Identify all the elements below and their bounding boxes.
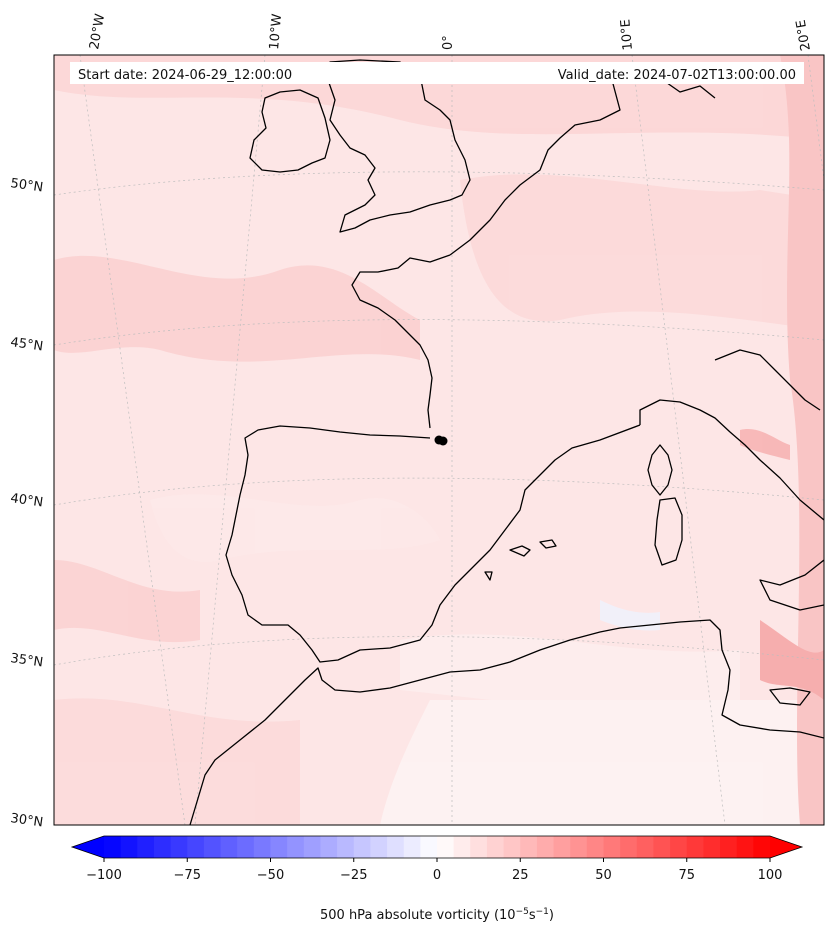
colorbar-segment xyxy=(720,836,738,858)
lon-label-0: 0° xyxy=(441,35,456,50)
colorbar-segment xyxy=(353,836,371,858)
colorbar-extend-high xyxy=(770,836,802,858)
lat-label-30n: 30°N xyxy=(9,811,44,830)
longitude-labels: 20°W 10°W 0° 10°E 20°E xyxy=(87,13,814,52)
colorbar-segment xyxy=(570,836,588,858)
lon-label-10w: 10°W xyxy=(267,13,285,50)
colorbar-tick-label: 100 xyxy=(758,868,783,883)
coastline-adriatic xyxy=(714,349,821,411)
lat-label-45n: 45°N xyxy=(9,335,44,354)
lat-label-50n: 50°N xyxy=(9,176,44,195)
colorbar-tick-label: −50 xyxy=(257,868,284,883)
colorbar-segment xyxy=(620,836,638,858)
coastline-iberia xyxy=(225,424,641,663)
location-marker xyxy=(434,435,448,446)
colorbar-segment xyxy=(303,836,321,858)
lon-label-10e: 10°E xyxy=(618,19,636,51)
gridlines xyxy=(54,55,824,825)
colorbar-segment xyxy=(170,836,188,858)
colorbar-tick-label: 25 xyxy=(512,868,529,883)
lat-label-35n: 35°N xyxy=(9,651,44,670)
colorbar-segment xyxy=(104,836,122,858)
colorbar-segment xyxy=(736,836,754,858)
colorbar-segment xyxy=(586,836,604,858)
lon-label-20w: 20°W xyxy=(87,13,108,51)
coastline-ireland xyxy=(249,89,331,173)
colorbar-tick-label: −75 xyxy=(174,868,201,883)
colorbar-segment xyxy=(470,836,488,858)
colorbar-segment xyxy=(686,836,704,858)
colorbar-tick-label: −100 xyxy=(86,868,122,883)
colorbar-ticks: −100 −75 −50 −25 0 25 50 75 100 xyxy=(86,858,782,883)
vorticity-shading xyxy=(54,55,824,825)
coastline-gulf-of-lion-italy xyxy=(639,399,824,521)
colorbar-segment xyxy=(320,836,338,858)
colorbar-segment xyxy=(536,836,555,858)
colorbar-segment xyxy=(453,836,471,858)
coastline-corsica xyxy=(647,444,673,496)
colorbar-segment xyxy=(553,836,571,858)
colorbar: −100 −75 −50 −25 0 25 50 75 100 500 hPa absolute… xyxy=(70,835,804,923)
colorbar-tick-label: 50 xyxy=(595,868,612,883)
colorbar-tick-label: −25 xyxy=(340,868,367,883)
colorbar-segment xyxy=(753,836,771,858)
colorbar-tick-label: 75 xyxy=(678,868,695,883)
colorbar-segment xyxy=(387,836,405,858)
lon-label-20e: 20°E xyxy=(794,19,814,52)
colorbar-segment xyxy=(137,836,155,858)
colorbar-segment xyxy=(253,836,271,858)
colorbar-segment xyxy=(437,836,455,858)
latitude-labels: 50°N 45°N 40°N 35°N 30°N xyxy=(9,176,44,830)
colorbar-label: 500 hPa absolute vorticity (10−5s−1) xyxy=(320,907,554,923)
colorbar-segment xyxy=(203,836,222,858)
map-frame xyxy=(53,54,825,826)
colorbar-segment xyxy=(636,836,654,858)
coastline-north-africa xyxy=(189,619,824,825)
coastline-balearics xyxy=(484,539,557,581)
colorbar-segment xyxy=(187,836,205,858)
colorbar-segment xyxy=(237,836,255,858)
coastline-brittany-biscay xyxy=(351,254,451,429)
coastline-italy-boot xyxy=(759,559,824,611)
map-panel: Start date: 2024-06-29_12:00:00 Valid_da… xyxy=(54,55,824,825)
colorbar-segment xyxy=(503,836,521,858)
coastline-sicily xyxy=(769,687,811,706)
colorbar-segment xyxy=(120,836,138,858)
colorbar-segment xyxy=(370,836,388,858)
colorbar-segment xyxy=(520,836,538,858)
valid-date-label: Valid_date: 2024-07-02T13:00:00.00 xyxy=(558,68,796,83)
coastline-sardinia xyxy=(654,497,683,566)
header-box xyxy=(70,62,804,84)
colorbar-segment xyxy=(270,836,288,858)
colorbar-segment xyxy=(337,836,355,858)
colorbar-tick-label: 0 xyxy=(433,868,441,883)
colorbar-extend-low xyxy=(72,836,104,858)
colorbar-segments xyxy=(104,836,771,858)
colorbar-segment xyxy=(420,836,438,858)
coastlines xyxy=(189,59,824,825)
start-date-label: Start date: 2024-06-29_12:00:00 xyxy=(78,68,292,83)
colorbar-segment xyxy=(220,836,238,858)
colorbar-segment xyxy=(653,836,671,858)
colorbar-segment xyxy=(403,836,421,858)
colorbar-segment xyxy=(486,836,505,858)
coastline-great-britain xyxy=(327,59,471,233)
lat-label-40n: 40°N xyxy=(9,491,44,510)
colorbar-segment xyxy=(153,836,172,858)
colorbar-segment xyxy=(703,836,721,858)
colorbar-segment xyxy=(670,836,688,858)
colorbar-segment xyxy=(603,836,621,858)
colorbar-segment xyxy=(287,836,305,858)
